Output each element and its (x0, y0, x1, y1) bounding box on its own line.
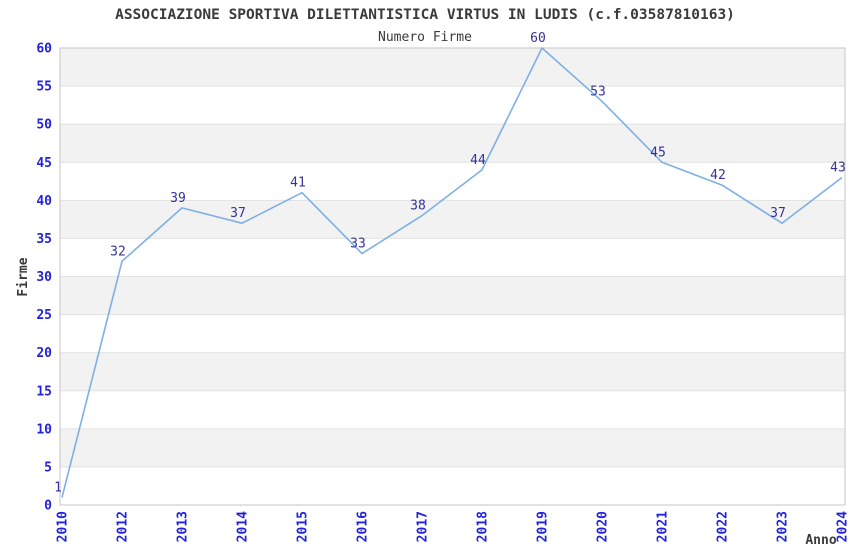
y-axis-label: Firme (16, 257, 31, 296)
x-axis-label: Anno (805, 533, 836, 548)
x-tick-label: 2020 (596, 511, 611, 542)
plot-border (59, 47, 846, 506)
point-label: 41 (290, 176, 306, 191)
x-tick-label: 2021 (656, 511, 671, 542)
chart-title: ASSOCIAZIONE SPORTIVA DILETTANTISTICA VI… (115, 7, 735, 23)
y-tick-label: 20 (36, 346, 52, 361)
chart-subtitle: Numero Firme (378, 30, 472, 45)
plot-band (60, 352, 845, 391)
x-tick-label: 2023 (776, 511, 791, 542)
x-tick-label: 2018 (476, 511, 491, 542)
y-tick-label: 50 (36, 118, 52, 133)
point-label: 33 (350, 237, 366, 252)
series-line (61, 47, 843, 498)
point-label: 43 (830, 160, 846, 175)
x-tick-label: 2014 (236, 511, 251, 542)
point-label: 39 (170, 191, 186, 206)
point-label: 44 (470, 153, 486, 168)
x-tick-label: 2016 (356, 511, 371, 542)
plot-band (60, 48, 845, 87)
point-label: 1 (54, 480, 62, 495)
x-tick-label: 2012 (116, 511, 131, 542)
x-tick-label: 2017 (416, 511, 431, 542)
gridlines (60, 85, 845, 468)
y-tick-labels: 0 5 10 15 20 25 30 35 40 45 50 55 60 (36, 42, 52, 514)
y-tick-label: 45 (36, 156, 52, 171)
y-tick-label: 60 (36, 42, 52, 57)
plot-band (60, 200, 845, 239)
plot-border-rect (59, 47, 846, 506)
x-tick-label: 2015 (296, 511, 311, 542)
y-tick-label: 35 (36, 232, 52, 247)
point-label: 38 (410, 199, 426, 214)
y-tick-label: 40 (36, 194, 52, 209)
point-label: 32 (110, 244, 126, 259)
plot-band (60, 428, 845, 467)
x-tick-label: 2024 (836, 511, 850, 542)
point-label: 37 (770, 206, 786, 221)
point-label: 42 (710, 168, 726, 183)
x-tick-label: 2019 (536, 511, 551, 542)
x-tick-labels: 2010 2012 2013 2014 2015 2016 2017 2018 2019 2020… (56, 511, 850, 542)
point-label: 53 (590, 84, 606, 99)
y-tick-label: 25 (36, 308, 52, 323)
point-label: 45 (650, 145, 666, 160)
y-tick-label: 10 (36, 422, 52, 437)
x-tick-label: 2010 (56, 511, 71, 542)
y-tick-label: 30 (36, 270, 52, 285)
point-labels: 1 32 39 37 41 33 38 44 60 53 45 42 37 43 (54, 31, 846, 495)
y-tick-label: 0 (44, 499, 52, 514)
data-line (61, 47, 843, 498)
plot-band (60, 276, 845, 315)
x-tick-label: 2013 (176, 511, 191, 542)
x-tick-label: 2022 (716, 511, 731, 542)
point-label: 37 (230, 206, 246, 221)
y-tick-label: 55 (36, 80, 52, 95)
plot-band (60, 124, 845, 163)
y-tick-label: 15 (36, 384, 52, 399)
y-tick-label: 5 (44, 460, 52, 475)
point-label: 60 (530, 31, 546, 46)
